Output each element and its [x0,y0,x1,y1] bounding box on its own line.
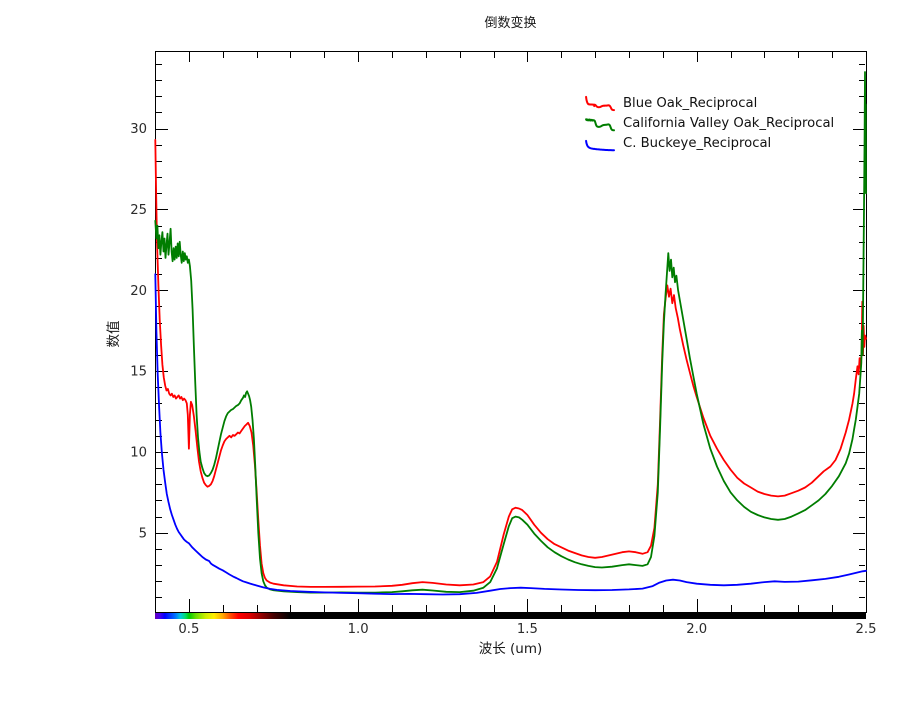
plot-border [155,51,867,613]
series-line-1 [154,71,867,594]
x-tick-label: 1.0 [348,622,369,637]
series-line-0 [154,138,867,588]
legend-sample-line-icon [585,117,615,131]
legend-sample-line-icon [585,139,615,151]
legend-label: California Valley Oak_Reciprocal [623,115,835,131]
legend-label: Blue Oak_Reciprocal [623,95,758,111]
wavelength-color-bar [155,612,866,619]
y-tick-label: 25 [130,203,147,218]
legend-label: C. Buckeye_Reciprocal [623,135,772,151]
x-tick-label: 2.5 [856,622,877,637]
legend-item: California Valley Oak_Reciprocal [584,113,834,133]
x-tick-label: 0.5 [178,622,199,637]
legend-item: C. Buckeye_Reciprocal [584,133,834,153]
y-tick-label: 15 [130,365,147,380]
chart-title: 倒数变换 [484,16,537,31]
y-tick-label: 10 [130,446,147,461]
legend-sample-line-icon [585,95,615,111]
x-tick-label: 2.0 [686,622,707,637]
series-line-2 [154,273,867,596]
y-tick-label: 20 [130,284,147,299]
x-tick-label: 1.5 [517,622,538,637]
legend-item: Blue Oak_Reciprocal [584,93,834,113]
y-tick-label: 5 [139,526,147,541]
tick-labels: 0.5 1.0 1.5 2.0 2.5 5 10 15 20 25 30 [130,122,876,637]
y-tick-label: 30 [130,122,147,137]
x-axis-title: 波长 (um) [478,641,543,657]
legend: Blue Oak_Reciprocal California Valley Oa… [584,93,834,153]
